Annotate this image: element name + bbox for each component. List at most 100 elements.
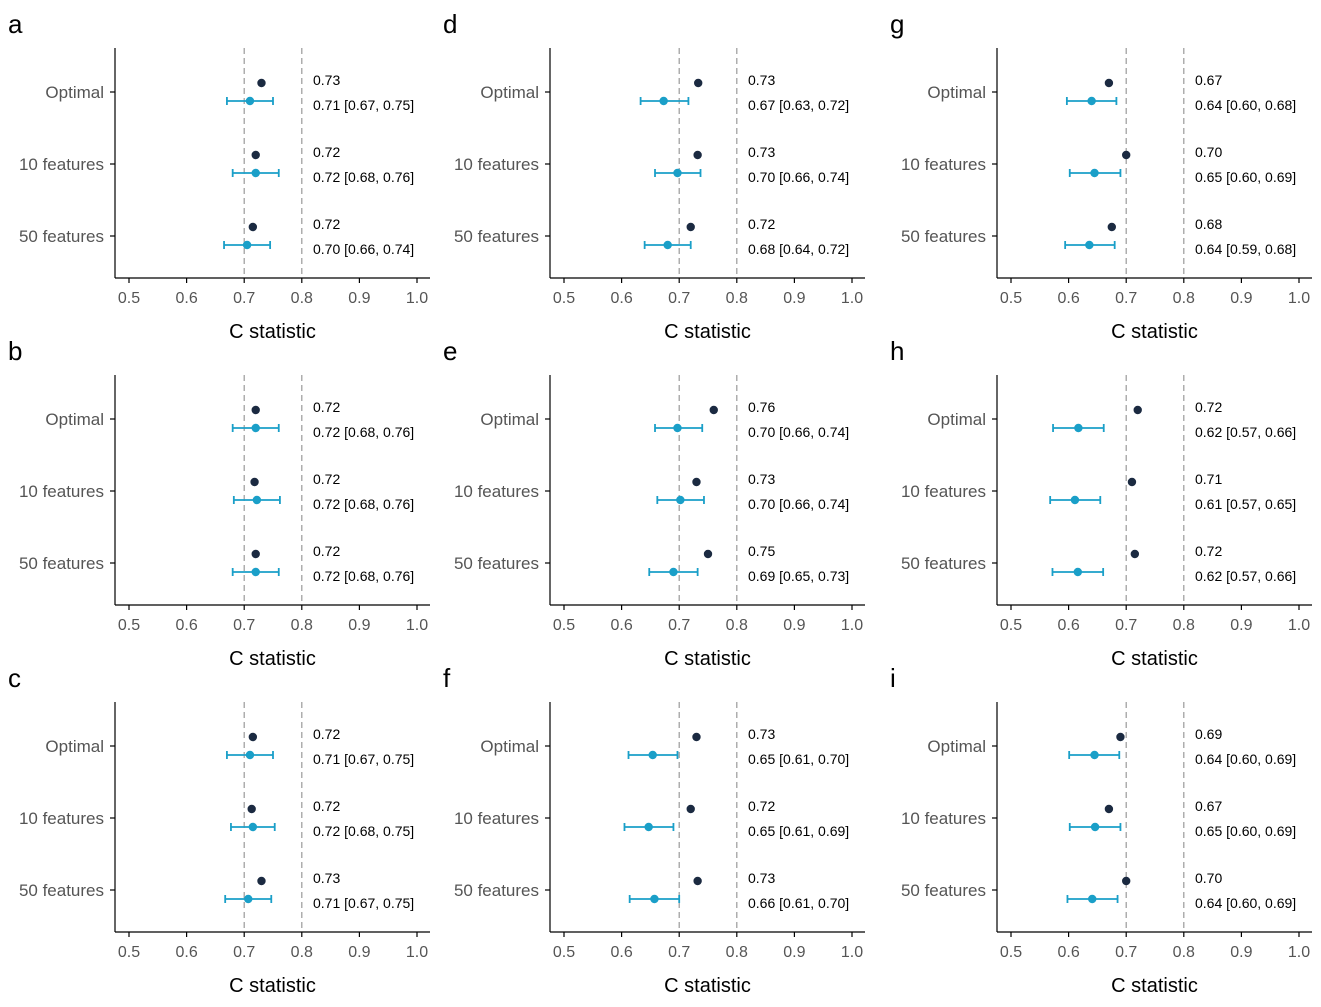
x-tick-label: 0.6 bbox=[175, 944, 197, 961]
panel-letter: c bbox=[8, 663, 21, 693]
ci-value-label: 0.70 [0.66, 0.74] bbox=[748, 424, 849, 440]
row-label: 10 features bbox=[19, 809, 104, 828]
ci-estimate-marker bbox=[1090, 750, 1099, 760]
panel-e: e 0.5 0.6 0.7 0.8 0.9 1.0 C statistic Optimal 0.7… bbox=[443, 336, 865, 670]
ci-value-label: 0.72 [0.68, 0.76] bbox=[313, 496, 414, 512]
ci-value-label: 0.65 [0.61, 0.70] bbox=[748, 751, 849, 767]
x-tick-label: 0.7 bbox=[233, 290, 255, 307]
point-estimate-marker bbox=[692, 477, 701, 487]
x-tick-label: 1.0 bbox=[1288, 290, 1310, 307]
x-tick-label: 0.9 bbox=[348, 944, 370, 961]
x-axis-title: C statistic bbox=[664, 321, 751, 343]
x-tick-label: 0.5 bbox=[118, 944, 140, 961]
row-label: 10 features bbox=[901, 809, 986, 828]
ci-value-label: 0.70 [0.66, 0.74] bbox=[748, 169, 849, 185]
row-label: 50 features bbox=[19, 227, 104, 246]
x-tick-label: 1.0 bbox=[406, 617, 428, 634]
x-tick-label: 0.7 bbox=[668, 617, 690, 634]
ci-estimate-marker bbox=[650, 894, 659, 904]
point-value-label: 0.68 bbox=[1195, 216, 1222, 232]
point-estimate-marker bbox=[1122, 876, 1131, 886]
point-estimate-marker bbox=[686, 804, 695, 814]
x-tick-label: 0.7 bbox=[668, 944, 690, 961]
point-value-label: 0.73 bbox=[748, 471, 775, 487]
x-tick-label: 0.5 bbox=[553, 290, 575, 307]
point-value-label: 0.73 bbox=[748, 144, 775, 160]
ci-estimate-marker bbox=[245, 750, 255, 760]
ci-value-label: 0.67 [0.63, 0.72] bbox=[748, 97, 849, 113]
ci-value-label: 0.64 [0.60, 0.68] bbox=[1195, 97, 1296, 113]
row-label: 50 features bbox=[454, 227, 539, 246]
ci-estimate-marker bbox=[248, 822, 258, 832]
x-tick-label: 0.9 bbox=[1230, 290, 1252, 307]
ci-estimate-marker bbox=[1070, 495, 1080, 505]
x-tick-label: 0.8 bbox=[1173, 944, 1195, 961]
x-tick-label: 0.5 bbox=[553, 617, 575, 634]
point-estimate-marker bbox=[1104, 78, 1114, 88]
x-tick-label: 0.6 bbox=[610, 617, 632, 634]
point-estimate-marker bbox=[1122, 150, 1131, 160]
row-label: 10 features bbox=[454, 809, 539, 828]
point-estimate-marker bbox=[692, 732, 701, 742]
point-estimate-marker bbox=[1116, 732, 1125, 742]
row-label: 50 features bbox=[901, 227, 986, 246]
x-tick-label: 0.8 bbox=[726, 617, 748, 634]
x-tick-label: 0.8 bbox=[291, 290, 313, 307]
x-tick-label: 0.7 bbox=[668, 290, 690, 307]
x-tick-label: 0.6 bbox=[1057, 290, 1079, 307]
point-estimate-marker bbox=[1104, 804, 1114, 814]
row-label: 10 features bbox=[901, 482, 986, 501]
x-tick-label: 0.8 bbox=[726, 944, 748, 961]
ci-estimate-marker bbox=[663, 240, 672, 250]
point-value-label: 0.67 bbox=[1195, 798, 1222, 814]
panel-b: b 0.5 0.6 0.7 0.8 0.9 1.0 C statistic Optimal 0.7… bbox=[8, 336, 430, 670]
row-label: 10 features bbox=[454, 155, 539, 174]
row-label: Optimal bbox=[45, 410, 104, 429]
x-tick-label: 0.8 bbox=[1173, 290, 1195, 307]
row-label: 10 features bbox=[19, 482, 104, 501]
point-value-label: 0.73 bbox=[313, 870, 340, 886]
ci-value-label: 0.62 [0.57, 0.66] bbox=[1195, 424, 1296, 440]
point-value-label: 0.71 bbox=[1195, 471, 1222, 487]
x-tick-label: 0.5 bbox=[553, 944, 575, 961]
panel-letter: d bbox=[443, 9, 457, 39]
ci-estimate-marker bbox=[245, 96, 255, 106]
point-value-label: 0.72 bbox=[1195, 543, 1222, 559]
x-tick-label: 0.8 bbox=[291, 944, 313, 961]
x-axis-title: C statistic bbox=[1111, 321, 1198, 343]
row-label: Optimal bbox=[480, 83, 539, 102]
point-value-label: 0.72 bbox=[748, 798, 775, 814]
ci-estimate-marker bbox=[644, 822, 653, 832]
x-axis-title: C statistic bbox=[229, 975, 316, 997]
point-value-label: 0.73 bbox=[313, 72, 340, 88]
x-tick-label: 0.7 bbox=[1115, 617, 1137, 634]
x-tick-label: 0.9 bbox=[1230, 944, 1252, 961]
row-label: Optimal bbox=[480, 410, 539, 429]
ci-value-label: 0.64 [0.60, 0.69] bbox=[1195, 751, 1296, 767]
ci-value-label: 0.72 [0.68, 0.76] bbox=[313, 169, 414, 185]
ci-value-label: 0.65 [0.60, 0.69] bbox=[1195, 823, 1296, 839]
row-label: Optimal bbox=[927, 83, 986, 102]
x-tick-label: 1.0 bbox=[841, 944, 863, 961]
point-estimate-marker bbox=[709, 405, 718, 415]
panel-letter: e bbox=[443, 336, 457, 366]
point-estimate-marker bbox=[686, 222, 695, 232]
ci-estimate-marker bbox=[1087, 96, 1096, 106]
point-value-label: 0.75 bbox=[748, 543, 775, 559]
x-tick-label: 0.6 bbox=[175, 290, 197, 307]
row-label: Optimal bbox=[927, 410, 986, 429]
x-tick-label: 0.8 bbox=[291, 617, 313, 634]
x-tick-label: 0.5 bbox=[118, 290, 140, 307]
ci-value-label: 0.70 [0.66, 0.74] bbox=[748, 496, 849, 512]
x-tick-label: 0.8 bbox=[1173, 617, 1195, 634]
x-tick-label: 1.0 bbox=[841, 617, 863, 634]
ci-value-label: 0.72 [0.68, 0.76] bbox=[313, 568, 414, 584]
x-tick-label: 0.5 bbox=[1000, 290, 1022, 307]
ci-value-label: 0.65 [0.61, 0.69] bbox=[748, 823, 849, 839]
x-tick-label: 0.5 bbox=[118, 617, 140, 634]
ci-value-label: 0.71 [0.67, 0.75] bbox=[313, 751, 414, 767]
point-value-label: 0.69 bbox=[1195, 726, 1222, 742]
x-axis-title: C statistic bbox=[664, 648, 751, 670]
ci-value-label: 0.61 [0.57, 0.65] bbox=[1195, 496, 1296, 512]
